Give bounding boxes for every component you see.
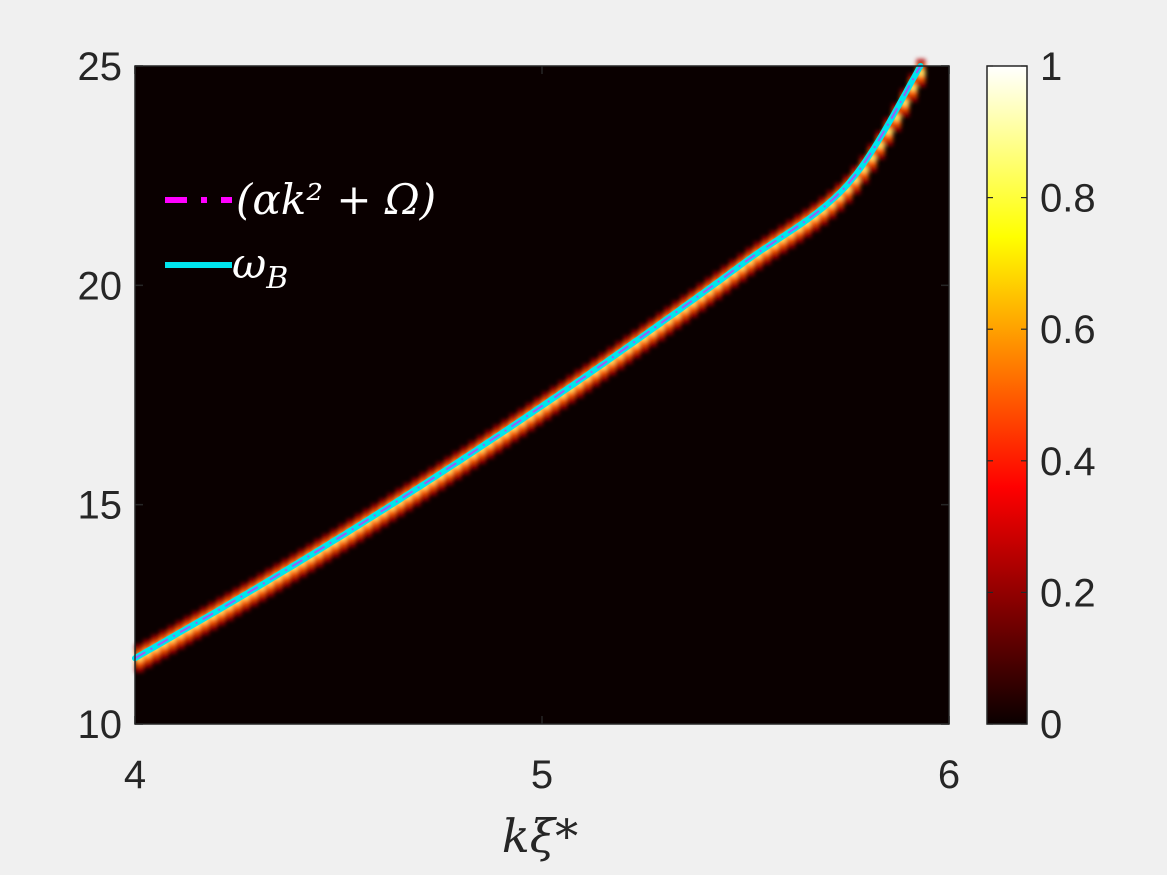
legend-omega-subscript: B xyxy=(265,261,288,296)
x-axis-ticks: 4 5 6 xyxy=(124,66,960,797)
heatmap-cell-core xyxy=(883,128,893,135)
legend-label-omega: ωB xyxy=(232,239,288,296)
series-alpha-fit-line xyxy=(134,65,922,660)
y-tick-label: 10 xyxy=(78,703,123,747)
colorbar-tick-label: 0.2 xyxy=(1040,571,1096,615)
colorbar-tick-label: 1 xyxy=(1040,45,1062,89)
colorbar xyxy=(986,65,1028,725)
x-tick-label: 5 xyxy=(531,753,553,797)
colorbar-tick-label: 0.4 xyxy=(1040,440,1096,484)
colorbar-tick-label: 0 xyxy=(1040,703,1062,747)
heatmap-cell-core xyxy=(859,166,869,173)
legend-label-fit: (αk² + Ω) xyxy=(236,175,436,224)
legend: (αk² + Ω) ωB xyxy=(165,175,436,296)
x-tick-label: 6 xyxy=(938,753,960,797)
x-tick-label: 4 xyxy=(124,753,146,797)
heatmap-cell-core xyxy=(916,70,926,76)
y-tick-label: 25 xyxy=(78,45,123,89)
heatmap-cell-core xyxy=(835,194,845,201)
y-axis-ticks: 10 15 20 25 xyxy=(78,45,949,747)
heatmap-cell-core xyxy=(875,142,885,149)
heatmap-cell-core xyxy=(908,84,918,91)
y-tick-label: 20 xyxy=(78,264,123,308)
heatmap-cell-core xyxy=(851,177,861,184)
colorbar-ticks: 0 0.2 0.4 0.6 0.8 1 xyxy=(987,45,1096,747)
heatmap-cell-core xyxy=(867,154,877,161)
heatmap-cell-core xyxy=(892,114,902,121)
heatmap-cell-core xyxy=(843,186,853,193)
heatmap-cell-core xyxy=(900,99,910,106)
x-axis-label: kξ* xyxy=(502,809,578,863)
colorbar-tick-label: 0.6 xyxy=(1040,308,1096,352)
y-tick-label: 15 xyxy=(78,484,123,528)
colorbar-tick-label: 0.8 xyxy=(1040,177,1096,221)
legend-omega-symbol: ω xyxy=(232,239,266,288)
